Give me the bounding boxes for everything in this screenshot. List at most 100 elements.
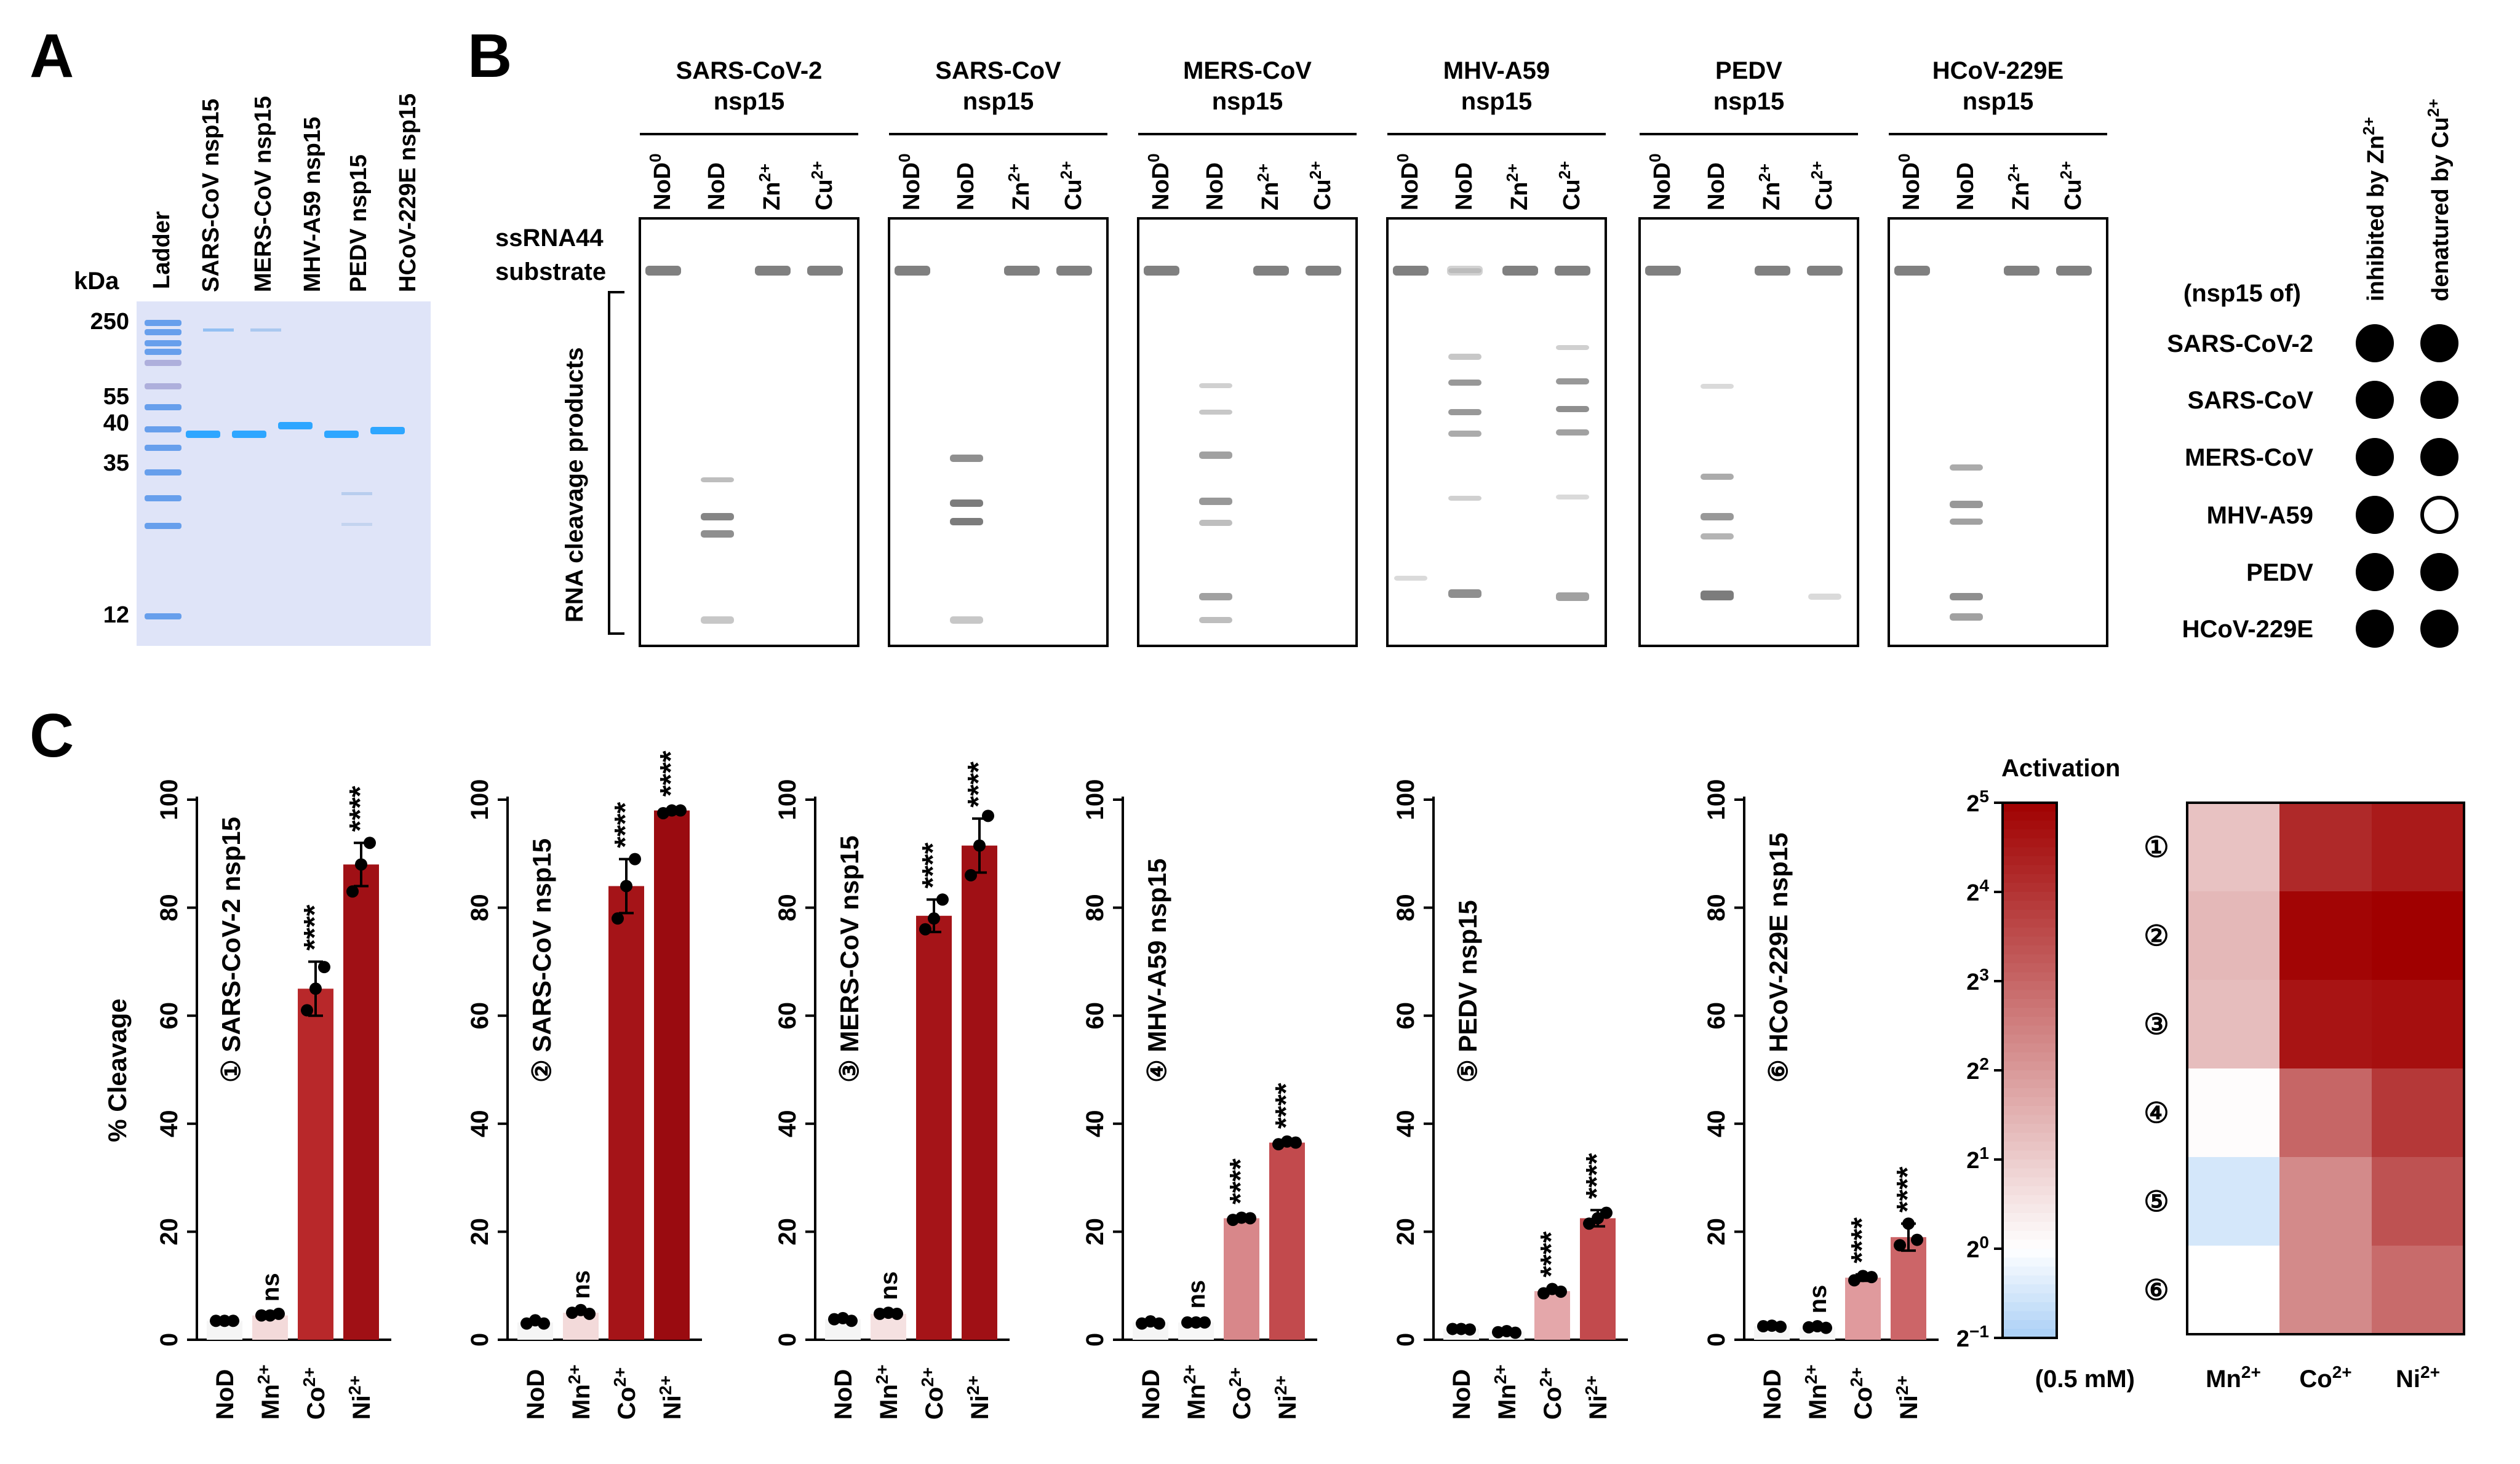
y-tick-label: 20 (1082, 1218, 1109, 1246)
heatmap-cell (2187, 1246, 2279, 1334)
product-band (1448, 268, 1481, 273)
scale-segment (2003, 972, 2057, 982)
data-point (364, 837, 376, 849)
product-band (1448, 380, 1481, 386)
x-tick-label: Mn2+ (872, 1364, 903, 1420)
filled-circle-icon (2420, 324, 2458, 362)
gel-virus-name: SARS-CoV-2 (676, 57, 823, 84)
scale-segment (2003, 1025, 2057, 1035)
protein-band (370, 427, 405, 434)
ladder-band (145, 360, 181, 366)
scale-segment (2003, 954, 2057, 964)
bar-chart-2: 0 20 40 60 80 100 ② SARS-CoV nsp15 NoD ns Mn2+ ***… (466, 750, 702, 1420)
scale-tick-label: 23 (1966, 965, 1989, 996)
gel-a-marker-label: 250 (90, 309, 129, 335)
y-tick-label: 60 (156, 1002, 183, 1030)
panel-b-rna-gels: SARS-CoV-2 nsp15 NoD0 NoD Zn2+ Cu2+ SARS-CoV ns… (495, 57, 2458, 648)
product-band (1701, 474, 1734, 480)
y-tick-label: 20 (1392, 1218, 1419, 1246)
scale-segment (2003, 1115, 2057, 1124)
product-band (701, 477, 734, 482)
heatmap-row-label: ③ (2143, 1008, 2169, 1040)
gel-lane-label: NoD (1704, 162, 1729, 210)
scale-segment (2003, 1150, 2057, 1160)
y-tick-label: 60 (1703, 1002, 1730, 1030)
y-tick-label: 80 (1082, 894, 1109, 921)
heatmap-row-label: ④ (2143, 1097, 2169, 1129)
substrate-band (1755, 266, 1790, 276)
data-point (1153, 1317, 1165, 1330)
products-label: RNA cleavage products (561, 347, 588, 623)
bar-chart-1: 0 20 40 60 80 100 % Cleavage ① SARS-CoV-2 nsp15… (103, 779, 391, 1420)
y-tick-label: 80 (1392, 894, 1419, 921)
scale-segment (2003, 1213, 2057, 1223)
substrate-label-line2: substrate (495, 258, 606, 285)
x-tick-label: NoD (1759, 1369, 1786, 1420)
scale-segment (2003, 1017, 2057, 1027)
product-band (1950, 593, 1983, 600)
summary-virus-label: PEDV (2246, 559, 2313, 586)
product-band (1199, 383, 1232, 388)
bar-chart-5: 0 20 40 60 80 100 ⑤ PEDV nsp15 NoD Mn2+ **** Co2+ *… (1392, 779, 1628, 1420)
scale-tick-label: 24 (1966, 876, 1989, 907)
gel-virus-sub: nsp15 (963, 88, 1034, 115)
gel-virus-sub: nsp15 (1212, 88, 1283, 115)
heatmap-cell (2372, 1068, 2464, 1157)
data-point (612, 912, 624, 925)
significance-label: **** (298, 904, 331, 950)
substrate-band (2056, 266, 2092, 276)
data-point (1190, 1316, 1202, 1329)
scale-segment (2003, 1231, 2057, 1241)
ladder-band (145, 383, 181, 389)
panel-label-c: C (30, 701, 74, 770)
data-point (355, 858, 367, 871)
y-tick-label: 100 (1392, 779, 1419, 821)
data-point (1600, 1206, 1613, 1219)
gel-image-a (137, 301, 431, 646)
substrate-band (1894, 266, 1930, 276)
scale-tick-label: 22 (1966, 1054, 1989, 1085)
data-point (982, 810, 994, 822)
heatmap-cell (2187, 1157, 2279, 1246)
x-tick-label: NoD (1448, 1369, 1475, 1420)
scale-segment (2003, 1061, 2057, 1071)
data-point (629, 853, 641, 865)
scale-segment (2003, 945, 2057, 955)
significance-label: **** (344, 786, 377, 832)
y-tick-label: 0 (156, 1333, 183, 1347)
product-band (1199, 452, 1232, 459)
filled-circle-icon (2420, 438, 2458, 476)
substrate-band (645, 266, 681, 276)
gel-lane-label: Zn2+ (1503, 164, 1533, 210)
data-point (1911, 1233, 1923, 1246)
scale-tick-label: 20 (1966, 1233, 1989, 1263)
filled-circle-icon (2420, 553, 2458, 591)
chart-title: ⑥ HCoV-229E nsp15 (1764, 833, 1793, 1083)
gel-a-marker-label: 12 (103, 602, 129, 628)
data-point (210, 1315, 222, 1327)
gel-a-lane-label: Ladder (149, 211, 175, 289)
product-band (1556, 345, 1589, 350)
x-tick-label: Mn2+ (254, 1364, 285, 1420)
y-tick-label: 60 (774, 1002, 801, 1030)
product-band (1199, 498, 1232, 505)
heatmap-col-label: Ni2+ (2396, 1363, 2440, 1393)
gel-virus-sub: nsp15 (1713, 88, 1785, 115)
substrate-band (895, 266, 930, 276)
scale-segment (2003, 1142, 2057, 1152)
scale-segment (2003, 1267, 2057, 1276)
scale-segment (2003, 999, 2057, 1009)
significance-label: **** (1535, 1231, 1568, 1278)
scale-segment (2003, 1222, 2057, 1231)
data-point (1894, 1239, 1906, 1252)
scale-segment (2003, 1079, 2057, 1089)
faint-band (250, 328, 281, 332)
x-tick-label: Ni2+ (1892, 1375, 1923, 1420)
heatmap-cell (2372, 980, 2464, 1068)
bar (916, 915, 952, 1340)
scale-segment (2003, 811, 2057, 821)
scale-segment (2003, 910, 2057, 920)
significance-label: **** (609, 802, 642, 848)
summary-virus-label: MERS-CoV (2185, 444, 2313, 471)
data-point (891, 1307, 903, 1320)
